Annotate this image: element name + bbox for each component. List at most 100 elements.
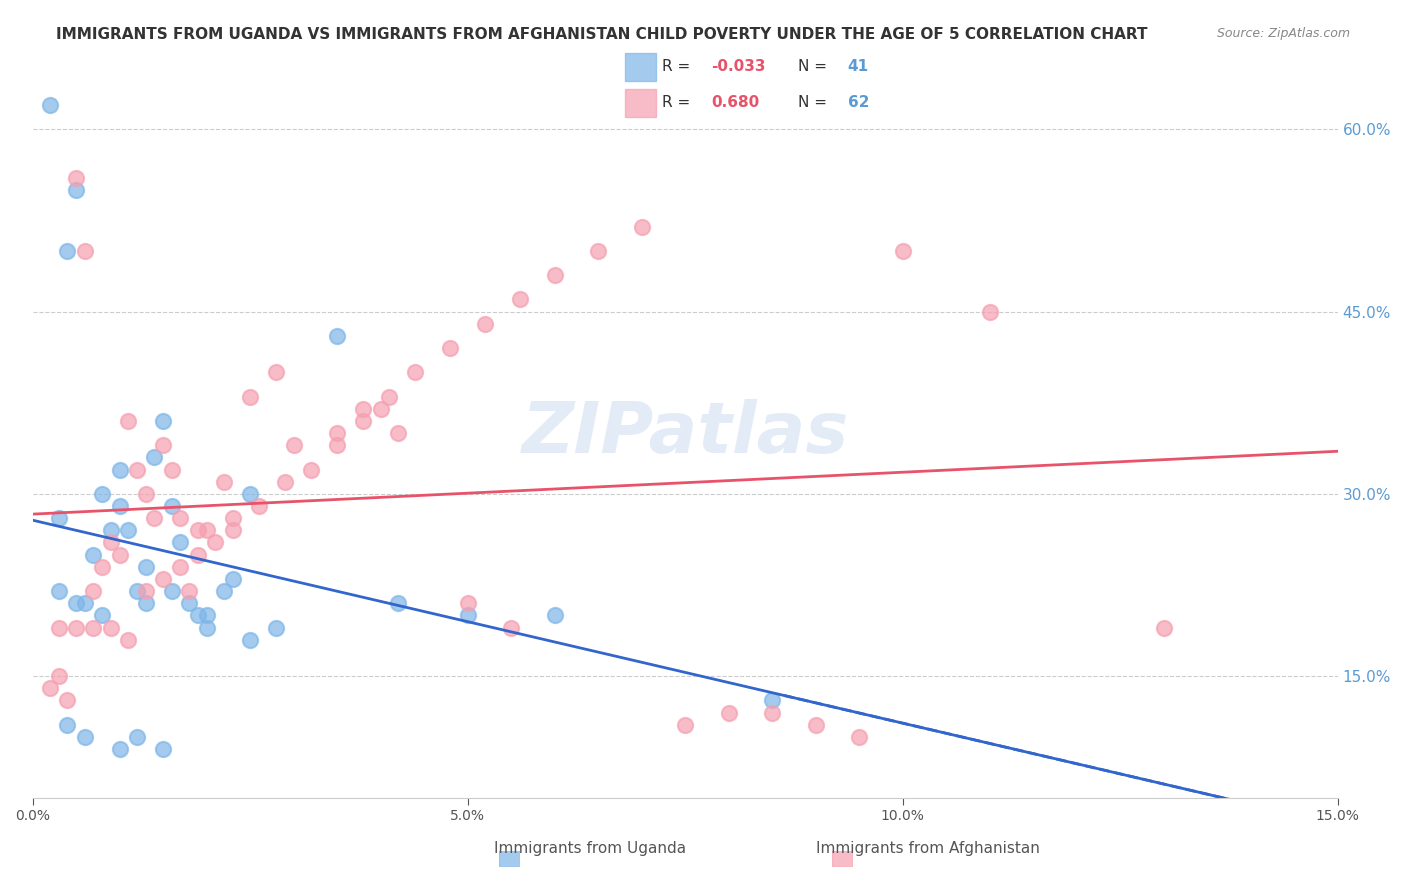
Text: -0.033: -0.033 bbox=[711, 59, 766, 74]
Afghanistan bbox=[65, 170, 87, 185]
Afghanistan bbox=[457, 596, 479, 610]
Afghanistan bbox=[848, 730, 870, 744]
Uganda bbox=[56, 244, 79, 258]
Afghanistan bbox=[100, 621, 122, 635]
Afghanistan bbox=[152, 438, 174, 452]
Afghanistan bbox=[299, 462, 322, 476]
Afghanistan bbox=[38, 681, 60, 696]
Uganda bbox=[125, 584, 148, 599]
Afghanistan bbox=[586, 244, 609, 258]
Afghanistan bbox=[247, 499, 270, 513]
Uganda bbox=[125, 730, 148, 744]
Text: ZIPatlas: ZIPatlas bbox=[522, 399, 849, 467]
Text: N =: N = bbox=[799, 95, 832, 110]
Text: N =: N = bbox=[799, 59, 832, 74]
Afghanistan bbox=[499, 621, 522, 635]
Uganda bbox=[239, 632, 262, 647]
Afghanistan bbox=[73, 244, 96, 258]
Afghanistan bbox=[108, 548, 131, 562]
Uganda bbox=[187, 608, 209, 623]
Uganda bbox=[48, 584, 70, 599]
Text: 0.680: 0.680 bbox=[711, 95, 759, 110]
Uganda bbox=[326, 329, 349, 343]
Afghanistan bbox=[152, 572, 174, 586]
Uganda bbox=[152, 742, 174, 756]
Text: Source: ZipAtlas.com: Source: ZipAtlas.com bbox=[1216, 27, 1350, 40]
Uganda bbox=[73, 730, 96, 744]
Afghanistan bbox=[630, 219, 652, 234]
Afghanistan bbox=[65, 621, 87, 635]
Afghanistan bbox=[274, 475, 297, 489]
Afghanistan bbox=[891, 244, 914, 258]
Afghanistan bbox=[117, 414, 139, 428]
Uganda bbox=[91, 608, 114, 623]
Uganda bbox=[73, 596, 96, 610]
Afghanistan bbox=[979, 304, 1001, 318]
Afghanistan bbox=[352, 401, 374, 416]
Afghanistan bbox=[82, 584, 104, 599]
Afghanistan bbox=[1153, 621, 1175, 635]
Afghanistan bbox=[509, 293, 531, 307]
Afghanistan bbox=[543, 268, 565, 282]
Afghanistan bbox=[91, 559, 114, 574]
Afghanistan bbox=[326, 426, 349, 441]
Text: 41: 41 bbox=[848, 59, 869, 74]
Uganda bbox=[152, 414, 174, 428]
Afghanistan bbox=[82, 621, 104, 635]
Afghanistan bbox=[169, 511, 191, 525]
Afghanistan bbox=[264, 365, 287, 379]
Uganda bbox=[457, 608, 479, 623]
Uganda bbox=[108, 742, 131, 756]
Uganda bbox=[264, 621, 287, 635]
FancyBboxPatch shape bbox=[613, 43, 934, 127]
Uganda bbox=[91, 487, 114, 501]
Uganda bbox=[100, 524, 122, 538]
Uganda bbox=[169, 535, 191, 549]
Afghanistan bbox=[239, 390, 262, 404]
Afghanistan bbox=[370, 401, 392, 416]
Afghanistan bbox=[125, 462, 148, 476]
Uganda bbox=[65, 183, 87, 197]
Afghanistan bbox=[673, 718, 696, 732]
Uganda bbox=[117, 524, 139, 538]
Afghanistan bbox=[212, 475, 235, 489]
Uganda bbox=[108, 499, 131, 513]
Uganda bbox=[387, 596, 409, 610]
Afghanistan bbox=[135, 487, 157, 501]
Text: Immigrants from Afghanistan: Immigrants from Afghanistan bbox=[815, 841, 1040, 856]
Afghanistan bbox=[179, 584, 201, 599]
Afghanistan bbox=[221, 524, 243, 538]
Uganda bbox=[543, 608, 565, 623]
Uganda bbox=[221, 572, 243, 586]
Uganda bbox=[135, 596, 157, 610]
Uganda bbox=[761, 693, 783, 707]
Text: IMMIGRANTS FROM UGANDA VS IMMIGRANTS FROM AFGHANISTAN CHILD POVERTY UNDER THE AG: IMMIGRANTS FROM UGANDA VS IMMIGRANTS FRO… bbox=[56, 27, 1147, 42]
Afghanistan bbox=[378, 390, 401, 404]
Uganda bbox=[48, 511, 70, 525]
Uganda bbox=[179, 596, 201, 610]
Uganda bbox=[195, 621, 218, 635]
Afghanistan bbox=[283, 438, 305, 452]
Afghanistan bbox=[804, 718, 827, 732]
Afghanistan bbox=[48, 669, 70, 683]
Afghanistan bbox=[48, 621, 70, 635]
Bar bbox=[624, 53, 655, 81]
Uganda bbox=[160, 499, 183, 513]
Afghanistan bbox=[221, 511, 243, 525]
Text: R =: R = bbox=[662, 95, 700, 110]
Afghanistan bbox=[474, 317, 496, 331]
Afghanistan bbox=[717, 706, 740, 720]
Uganda bbox=[38, 98, 60, 112]
Afghanistan bbox=[352, 414, 374, 428]
Uganda bbox=[82, 548, 104, 562]
Afghanistan bbox=[135, 584, 157, 599]
Text: 62: 62 bbox=[848, 95, 869, 110]
Afghanistan bbox=[187, 524, 209, 538]
Uganda bbox=[108, 462, 131, 476]
Afghanistan bbox=[160, 462, 183, 476]
Uganda bbox=[135, 559, 157, 574]
Uganda bbox=[65, 596, 87, 610]
Afghanistan bbox=[326, 438, 349, 452]
Afghanistan bbox=[439, 341, 461, 355]
Text: R =: R = bbox=[662, 59, 695, 74]
